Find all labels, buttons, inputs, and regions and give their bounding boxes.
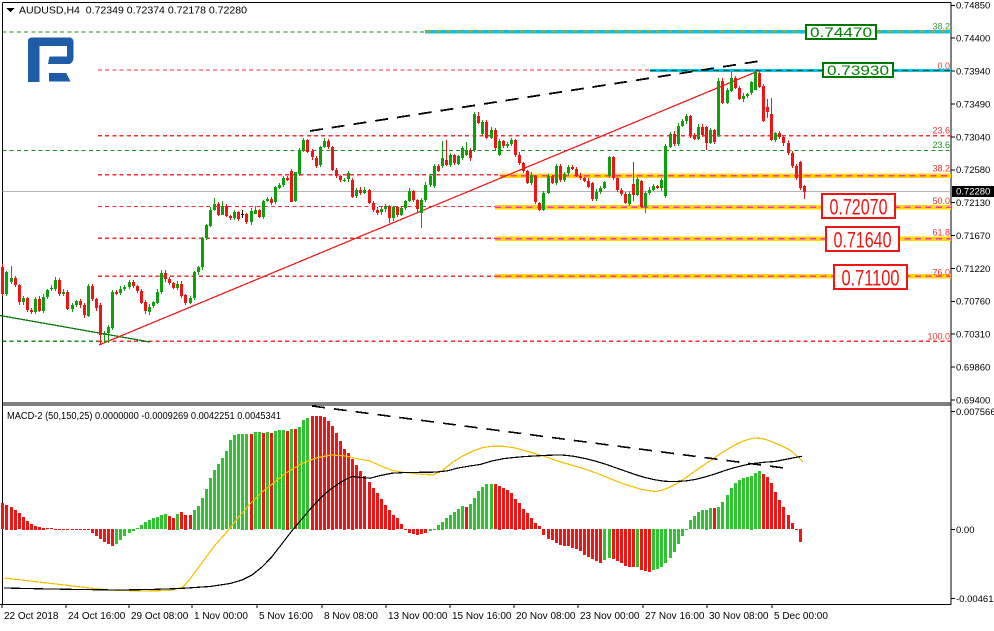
svg-text:76.0: 76.0	[932, 268, 950, 278]
svg-text:0.69400: 0.69400	[956, 395, 990, 406]
svg-text:15 Nov 16:00: 15 Nov 16:00	[452, 611, 512, 622]
svg-text:-0.004618: -0.004618	[956, 594, 994, 605]
svg-text:0.73930: 0.73930	[827, 63, 889, 78]
svg-text:0.71220: 0.71220	[956, 264, 990, 275]
svg-text:100.0: 100.0	[927, 332, 950, 342]
svg-text:5 Nov 16:00: 5 Nov 16:00	[259, 611, 313, 622]
svg-text:50.0: 50.0	[932, 196, 950, 206]
svg-text:0.72280: 0.72280	[956, 187, 990, 198]
svg-text:30 Nov 08:00: 30 Nov 08:00	[709, 611, 769, 622]
svg-text:0.72130: 0.72130	[956, 198, 990, 209]
svg-text:23.6: 23.6	[932, 140, 950, 150]
svg-text:0.69860: 0.69860	[956, 363, 990, 374]
svg-text:8 Nov 08:00: 8 Nov 08:00	[324, 611, 378, 622]
svg-text:0.00: 0.00	[956, 525, 975, 536]
svg-text:0.71640: 0.71640	[834, 227, 892, 252]
svg-text:20 Nov 08:00: 20 Nov 08:00	[516, 611, 576, 622]
svg-text:0.71100: 0.71100	[842, 265, 900, 290]
svg-text:0.70760: 0.70760	[956, 297, 990, 308]
svg-text:13 Nov 00:00: 13 Nov 00:00	[388, 611, 448, 622]
svg-text:0.70310: 0.70310	[956, 330, 990, 341]
svg-text:0.73490: 0.73490	[956, 99, 990, 110]
svg-text:22 Oct 2018: 22 Oct 2018	[4, 611, 59, 622]
svg-text:AUDUSD,H4 0.72349 0.72374 0.7: AUDUSD,H4 0.72349 0.72374 0.72178 0.7228…	[19, 6, 247, 17]
svg-text:MACD-2 (50,150,25) 0.0000000 -: MACD-2 (50,150,25) 0.0000000 -0.0009269 …	[7, 411, 281, 422]
svg-text:0.73040: 0.73040	[956, 132, 990, 143]
svg-text:5 Dec 00:00: 5 Dec 00:00	[774, 611, 828, 622]
svg-text:23.6: 23.6	[932, 126, 950, 136]
svg-text:27 Nov 16:00: 27 Nov 16:00	[645, 611, 705, 622]
svg-text:29 Oct 08:00: 29 Oct 08:00	[131, 611, 189, 622]
svg-text:0.74470: 0.74470	[810, 25, 872, 40]
svg-text:38.2: 38.2	[932, 22, 950, 32]
svg-text:61.8: 61.8	[932, 228, 950, 238]
svg-text:0.74850: 0.74850	[956, 1, 990, 12]
svg-text:0.72580: 0.72580	[956, 165, 990, 176]
svg-text:1 Nov 00:00: 1 Nov 00:00	[194, 611, 248, 622]
svg-text:0.007566: 0.007566	[956, 407, 994, 418]
svg-text:0.71670: 0.71670	[956, 231, 990, 242]
svg-text:0.72070: 0.72070	[830, 194, 888, 219]
svg-text:24 Oct 16:00: 24 Oct 16:00	[68, 611, 126, 622]
svg-text:0.0: 0.0	[937, 61, 950, 71]
svg-text:23 Nov 00:00: 23 Nov 00:00	[580, 611, 640, 622]
svg-text:38.2: 38.2	[932, 164, 950, 174]
svg-text:0.73940: 0.73940	[956, 67, 990, 78]
svg-text:0.74400: 0.74400	[956, 34, 990, 45]
